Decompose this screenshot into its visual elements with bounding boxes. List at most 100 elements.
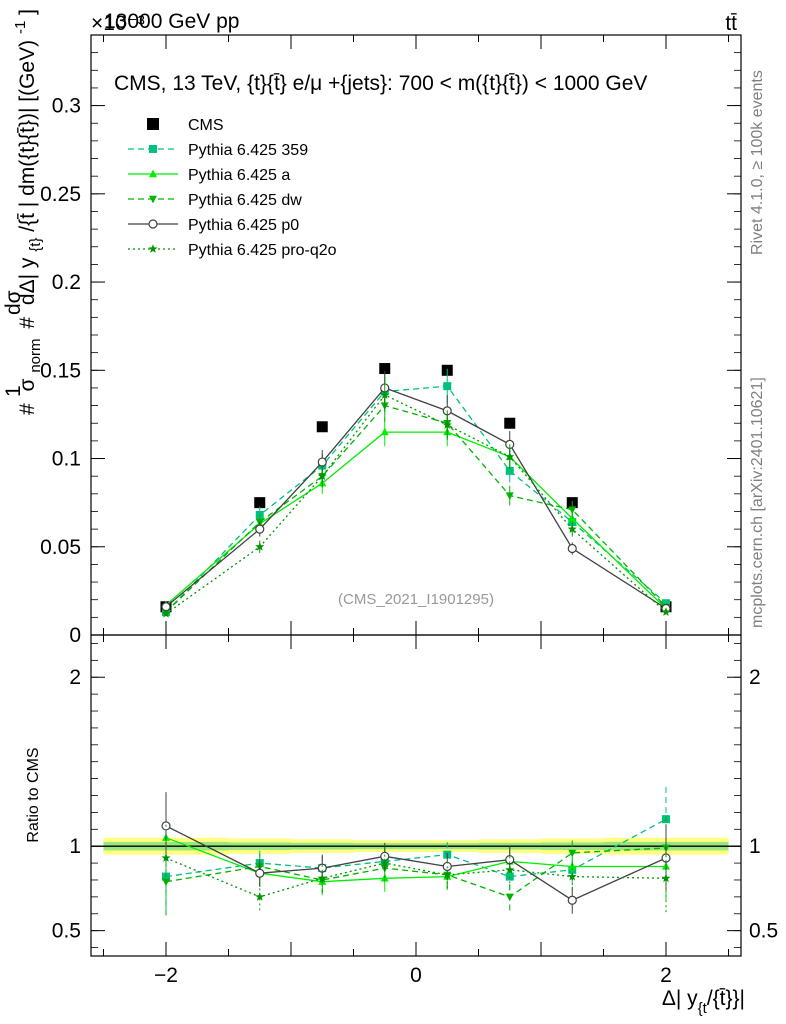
- series-pdw: [162, 389, 670, 617]
- xlabel-main: Δ| y: [662, 987, 698, 1010]
- series-line-pdw: [165, 404, 667, 613]
- xlabel-sub: {t: [698, 1000, 708, 1017]
- ratio-xtick-label: 2: [660, 964, 672, 987]
- ratio-frame: [90, 634, 742, 957]
- series-line-pp0: [165, 387, 667, 610]
- legend-marker: [149, 145, 157, 153]
- ratio-ytick-label-right: 1: [749, 835, 761, 858]
- legend-entry-pa: Pythia 6.425 a: [128, 167, 290, 184]
- main-title: CMS, 13 TeV, {t}{t̄} e/μ +{jets}: 700 < …: [114, 72, 647, 95]
- mcplots-label: mcplots.cern.ch [arXiv:2401.10621]: [749, 377, 766, 628]
- ylabel-ddelta: dΔ| y: [16, 257, 39, 305]
- data-point-pq2o: [567, 524, 577, 533]
- ylabel-dsigma: dσ: [2, 290, 25, 315]
- ratio-point-pq2o: [567, 871, 577, 881]
- series-line-pa: [165, 431, 667, 609]
- legend-entry-pp0: Pythia 6.425 p0: [128, 217, 299, 234]
- main-panel: 0 0.05 0.1 0.15 0.2 0.25 0.3: [40, 34, 742, 647]
- ratio-point-pq2o: [255, 892, 265, 901]
- ylabel-sub-t: {t}: [27, 238, 44, 252]
- data-point-p359: [662, 599, 670, 608]
- data-point-pp0: [255, 524, 265, 534]
- data-point-pq2o: [505, 452, 515, 461]
- svg-text:# σ norm #: # σ norm # dΔ| y {t} /{t̄ | dm({t}{t̄})|…: [7, 9, 45, 415]
- legend-entry-cms: CMS: [147, 117, 224, 134]
- data-point-cms: [254, 497, 266, 509]
- data-point-pp0: [567, 543, 577, 554]
- legend-label: Pythia 6.425 a: [188, 167, 290, 184]
- ylabel-norm: norm: [27, 338, 44, 372]
- legend-label: Pythia 6.425 pro-q2o: [188, 242, 337, 259]
- legend-marker: [149, 195, 157, 204]
- data-point-pp0: [317, 457, 327, 467]
- series-line-p359: [165, 385, 667, 613]
- data-point-pq2o: [661, 607, 671, 616]
- ratio-line-pdw: [165, 847, 667, 898]
- legend-marker: [148, 244, 158, 253]
- ratio-ylabel: Ratio to CMS: [25, 747, 42, 842]
- data-point-pq2o: [255, 542, 265, 551]
- ylabel-slash: /{t̄: [16, 213, 39, 232]
- main-ytick-label: 0.05: [40, 536, 81, 559]
- series-cms: [160, 363, 672, 613]
- ratio-point-pdw: [162, 878, 170, 887]
- ratio-line-pa: [165, 837, 666, 883]
- ratio-xtick-label: 0: [410, 964, 422, 987]
- series-p359: [162, 368, 670, 617]
- ratio-point-pq2o: [505, 865, 515, 874]
- legend-marker: [149, 169, 157, 178]
- legend-entry-p359: Pythia 6.425 359: [128, 142, 308, 159]
- ratio-line-p359: [165, 818, 667, 878]
- legend-marker: [148, 219, 158, 229]
- data-point-pdw: [505, 492, 514, 500]
- data-point-cms: [379, 363, 391, 375]
- rivet-label: Rivet 4.1.0, ≥ 100k events: [749, 70, 766, 255]
- legend-label: CMS: [188, 117, 224, 134]
- main-ytick-label: 0.25: [40, 183, 81, 206]
- ratio-series-pq2o: [161, 824, 671, 913]
- data-point-cms: [504, 417, 516, 429]
- data-point-pq2o: [317, 471, 327, 481]
- main-ytick-label: 0.1: [52, 448, 81, 471]
- ratio-point-pq2o: [442, 870, 452, 879]
- legend-label: Pythia 6.425 p0: [188, 217, 299, 234]
- data-point-pq2o: [442, 420, 452, 429]
- ratio-ytick-label-left: 2: [69, 666, 81, 689]
- ylabel-sup: -1: [12, 21, 29, 34]
- analysis-watermark: (CMS_2021_I1901295): [338, 591, 494, 608]
- ratio-point-pp0: [255, 868, 265, 878]
- ylabel-hash2: #: [16, 317, 39, 329]
- main-ylabel: # σ norm # dΔ| y {t} /{t̄ | dm({t}{t̄})|…: [2, 9, 45, 415]
- ratio-point-pp0: [505, 855, 515, 865]
- data-point-pq2o: [161, 609, 171, 618]
- data-point-pdw: [568, 506, 577, 515]
- xlabel: Δ| y{t/{t̄}}|: [662, 987, 745, 1017]
- data-point-cms: [316, 421, 328, 433]
- legend-label: Pythia 6.425 dw: [188, 192, 302, 209]
- series-pq2o: [161, 378, 671, 618]
- data-point-p359: [505, 466, 514, 475]
- channel-label: tt̄: [725, 12, 737, 35]
- ratio-point-pdw: [568, 849, 577, 858]
- ratio-ytick-label-left: 1: [69, 835, 81, 858]
- ratio-point-pp0: [317, 863, 327, 873]
- ratio-ytick-label-left: 0.5: [52, 920, 81, 943]
- exponent-label: ×10⁻³: [91, 12, 145, 35]
- series-line-pq2o: [165, 394, 667, 615]
- ylabel-close: ]: [16, 9, 39, 15]
- ratio-xtick-label: −2: [154, 964, 178, 987]
- ylabel-hash1: #: [16, 403, 39, 415]
- ratio-point-pq2o: [380, 858, 390, 867]
- ylabel-tail: | dm({t}{t̄})| [(GeV): [16, 40, 39, 207]
- ratio-point-pq2o: [317, 873, 327, 883]
- main-ytick-label: 0.3: [52, 95, 81, 118]
- series-pa: [162, 417, 670, 612]
- main-ytick-label: 0: [69, 624, 81, 647]
- legend-entry-pq2o: Pythia 6.425 pro-q2o: [128, 242, 337, 259]
- data-point-pq2o: [380, 390, 390, 399]
- ratio-point-pdw: [505, 893, 514, 902]
- ratio-ytick-label-right: 2: [749, 666, 761, 689]
- ylabel-sigma: σ: [16, 378, 39, 391]
- legend-marker: [147, 118, 159, 130]
